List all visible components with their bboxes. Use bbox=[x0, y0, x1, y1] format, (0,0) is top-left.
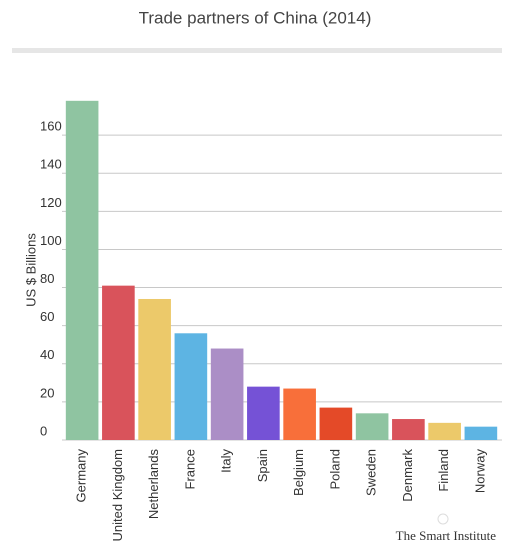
bar bbox=[138, 298, 171, 440]
title-divider bbox=[12, 48, 502, 53]
bar bbox=[283, 388, 316, 440]
y-tick-label: 0 bbox=[40, 423, 47, 438]
x-tick-label: United Kingdom bbox=[110, 449, 125, 542]
bar bbox=[464, 426, 498, 440]
credit-icon bbox=[437, 513, 449, 525]
y-tick-label: 20 bbox=[40, 385, 54, 400]
x-tick-label: Norway bbox=[472, 449, 487, 494]
y-tick-label: 60 bbox=[40, 309, 54, 324]
y-tick-label: 100 bbox=[40, 233, 62, 248]
x-tick-label: Spain bbox=[255, 449, 270, 482]
x-tick-label: Poland bbox=[327, 449, 342, 489]
bar bbox=[319, 407, 353, 440]
bar bbox=[174, 333, 208, 440]
credit: The Smart Institute bbox=[396, 528, 497, 543]
x-tick-label: Belgium bbox=[291, 449, 306, 496]
x-tick-label: France bbox=[182, 449, 197, 489]
bar bbox=[210, 348, 244, 440]
bar bbox=[102, 285, 135, 440]
y-tick-label: 160 bbox=[40, 119, 62, 134]
bar bbox=[428, 422, 461, 440]
bar bbox=[247, 386, 280, 440]
y-tick-label: 120 bbox=[40, 195, 62, 210]
bar bbox=[65, 100, 99, 441]
bar bbox=[392, 419, 425, 440]
bar bbox=[355, 413, 389, 440]
y-axis-label: US $ Billions bbox=[23, 233, 38, 307]
x-tick-label: Sweden bbox=[364, 449, 379, 496]
x-tick-label: Italy bbox=[219, 449, 234, 473]
y-tick-label: 140 bbox=[40, 157, 62, 172]
y-tick-label: 40 bbox=[40, 347, 54, 362]
x-tick-label: Denmark bbox=[400, 449, 415, 502]
x-tick-label: Netherlands bbox=[146, 449, 161, 520]
x-tick-label: Germany bbox=[74, 449, 89, 503]
y-tick-label: 80 bbox=[40, 271, 54, 286]
chart-title: Trade partners of China (2014) bbox=[139, 8, 372, 27]
x-tick-label: Finland bbox=[436, 449, 451, 492]
